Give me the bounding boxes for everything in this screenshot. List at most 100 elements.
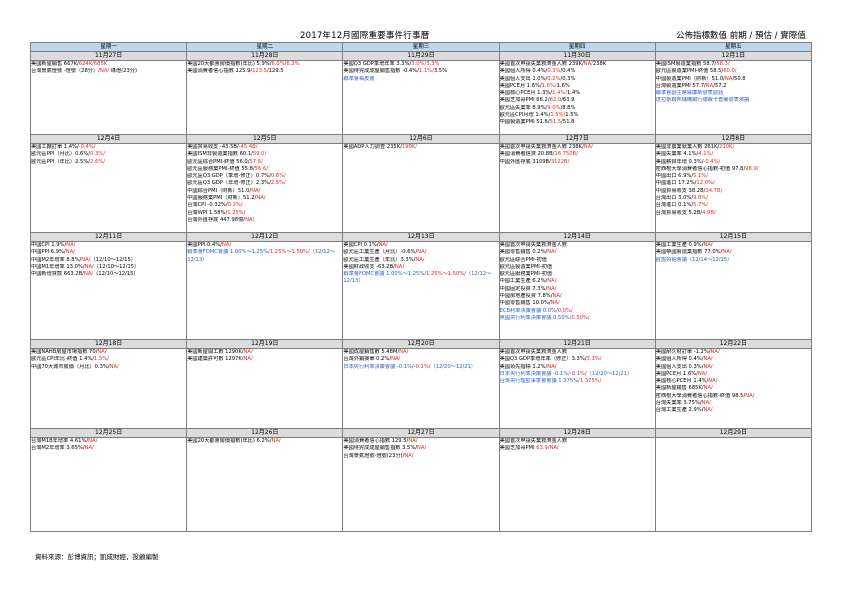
event-line: 台灣外銷接單 0.2%/NA/ xyxy=(344,356,498,363)
event-line: 歐元區綜合PMI-初值 xyxy=(500,257,654,264)
event-text: 聯準會褐皮書 xyxy=(343,75,375,82)
event-line: 美國新屋銷售 685K/NA/ xyxy=(656,385,810,392)
event-line: 美國薪資年增 0.3%/-0.4%/ xyxy=(655,158,810,166)
date-label: 12月15日 xyxy=(654,232,813,242)
event-line: 美國失業率 4.1%/4.1%/ xyxy=(655,151,810,158)
event-line: 歐元區服務業PMI-終值 55.8/56.6/ xyxy=(188,165,342,173)
day-events-cell: 美國首次申請失業救濟金人數 239K/NA/238K 美國個人所得 0.4%/0.… xyxy=(498,60,656,135)
event-value: -0.4%/ xyxy=(703,158,721,165)
event-value: 123.5 xyxy=(252,68,267,75)
event-value: 0.2% xyxy=(547,75,561,82)
event-value: NA/ xyxy=(703,385,713,392)
day-events-cell: 美國Q3 GDP季增年率 3.3%/3.0%/3.3% 美國待完成成屋銷售指數 -… xyxy=(342,60,500,135)
event-value: NA xyxy=(705,82,714,89)
event-text: 台灣CPI -0.32%/ xyxy=(187,202,228,209)
day-events-cell: 美國耐久財訂單 -1.2%/NA/美國個人所得 0.4%/NA/美國個人支出 0… xyxy=(654,348,813,429)
event-text: /0.4% xyxy=(560,68,576,75)
event-text: 美國20大都會房價指數(年比) 5.9%/ xyxy=(187,61,272,68)
event-text: 台灣工業生產 2.9%/ xyxy=(655,407,704,414)
date-row: 12月11日 12月12日 12月13日 12月14日 12月15日 xyxy=(29,232,813,242)
event-text: 1.4% xyxy=(567,90,581,97)
event-line: 中國70大城市房價（月比）0.3%/NA/ xyxy=(32,364,186,371)
event-line: 美國首次申請失業救濟金人數 xyxy=(500,243,654,250)
event-line: 歐元區工業生產（年比）3.3%/NA/ xyxy=(344,257,498,264)
event-line: 台灣貿易收支 5.2B/4.9B/ xyxy=(656,210,810,217)
event-line: 台灣出口 3.0%/9.8%/ xyxy=(655,195,810,202)
event-value: NA/ xyxy=(583,61,593,68)
event-value: 1.25%～1.50%/ xyxy=(426,271,466,278)
event-value: NA/ xyxy=(243,349,253,356)
event-text: /57.2 xyxy=(713,82,727,89)
day-events-cell: 美國新屋開工數 1290K/NA/美國建築許可數 1297K/NA/ xyxy=(186,348,344,429)
event-text: 美國成屋銷售數 5.48M/ xyxy=(343,349,400,356)
day-events-cell: 美國首次申請失業救濟金人數 美國零售銷售 0.2%/NA/歐元區綜合PMI-初值歐… xyxy=(498,241,656,340)
event-line: 中國進口 17.2%/12.0%/ xyxy=(656,180,810,187)
event-line: 達拉斯聯邦儲備銀行總裁卡普蘭發表演講 xyxy=(656,97,810,104)
date-label: 12月5日 xyxy=(186,134,344,144)
event-text: 美國NAHB房屋市場指數 70/ xyxy=(31,349,98,356)
event-value: 34.7B/ xyxy=(705,187,723,194)
event-line: 美國PCE月 1.6%/NA/ xyxy=(656,371,810,378)
event-text: （12/10～12/15） xyxy=(93,263,140,270)
event-text: 中國新增貸款 663.2B/ xyxy=(31,271,84,278)
events-row: 美國新屋銷售 667K/624K/685K 台灣景氣燈號 -燈號（28分）/NA/… xyxy=(29,60,813,135)
event-value: 1.6%/ xyxy=(541,82,557,89)
date-label: 11月27日 xyxy=(29,51,188,61)
event-text: 美國20大都會房價指數(年比) 6.2%/ xyxy=(187,438,272,445)
event-value: 210K/ xyxy=(719,144,735,151)
event-line: 台灣失業率 3.75%/NA/ xyxy=(656,400,810,407)
event-line: 台灣進口 0.1%/5.7%/ xyxy=(655,202,810,209)
event-text: 美國芝加哥PMI 66.2/ xyxy=(499,97,550,104)
events-row: 美國工廠訂單 1.4%/-0.4%/歐元區PPI（月比）0.6%/0.3%/歐元… xyxy=(29,143,813,233)
event-line: 中國製造業PMI 51.6/51.5/51.8 xyxy=(500,119,654,126)
event-text: 美國消費者信心指數 129.5/ xyxy=(343,438,409,445)
date-label: 12月4日 xyxy=(29,134,188,144)
event-value: 1.5%/ xyxy=(550,112,566,119)
event-text: 歐元區CPI年比-終值 1.4%/ xyxy=(31,356,95,363)
event-text: 美國貿易收支 -43.5B/ xyxy=(187,144,239,151)
event-value: NA/ xyxy=(703,356,713,363)
event-text: 台灣出口 3.0%/ xyxy=(655,195,694,202)
event-line: 美國芝加哥PMI 66.2/62.0/63.9 xyxy=(499,97,654,104)
event-value: NA/ xyxy=(97,349,107,356)
event-text: 美國Q3 GDP季增年率（修正）3.3%/ xyxy=(499,356,587,363)
event-text: 歐元區Q3 GDP（年增-修正）2.3%/ xyxy=(187,180,271,187)
day-events-cell: 美國NAHB房屋市場指數 70/NA/歐元區CPI年比-終值 1.4%/1.5%… xyxy=(29,348,188,429)
event-text: 中國CPI 1.9%/ xyxy=(31,242,67,249)
event-text: 美國失業率 4.1%/ xyxy=(655,151,699,158)
event-line: 美國領先指標 1.2%/NA/ xyxy=(500,364,654,371)
event-text: 台灣進口 0.1%/ xyxy=(655,202,694,209)
day-events-cell: 台灣M1B年增率 4.61%/NA/台灣M2年增率 3.65%/NA/ xyxy=(29,437,188,532)
event-line: 中國房地產投資 7.8%/NA/ xyxy=(500,293,654,300)
event-text: （12/20～12/21） xyxy=(586,370,633,377)
event-text: 美國PCE月 1.6%/ xyxy=(499,82,542,89)
event-line: 密西根大學消費者信心指數-初值 97.8/98.9/ xyxy=(656,166,810,173)
event-line: 中國出口 6.9%/5.1%/ xyxy=(656,173,810,180)
event-text: 聯準會FOMC會議 1.00%～1.25%/ xyxy=(343,271,427,278)
date-label: 12月14日 xyxy=(498,232,656,242)
event-text: 台灣製造業PMI 57.7/ xyxy=(655,82,706,89)
event-line: 美國建築許可數 1297K/NA/ xyxy=(188,356,342,363)
event-value: NA/ xyxy=(66,242,76,249)
event-line: 台灣景氣燈號 -燈號（28分）/NA/ 綠燈(23分) xyxy=(32,68,186,75)
event-value: NA/ xyxy=(722,249,732,256)
events-row: 美國NAHB房屋市場指數 70/NA/歐元區CPI年比-終值 1.4%/1.5%… xyxy=(29,348,813,429)
event-value: 56.6/ xyxy=(254,165,268,172)
weekday-header: 星期四 xyxy=(498,42,656,52)
event-text: 美國薪資年增 0.3%/ xyxy=(655,158,704,165)
date-label: 12月11日 xyxy=(29,232,188,242)
event-value: NA/ xyxy=(703,242,713,249)
event-line: 美國個人支出 0.3%/NA/ xyxy=(656,364,810,371)
event-value: 51.5 xyxy=(549,119,562,126)
date-label: 12月22日 xyxy=(654,339,813,349)
event-value: NA/ xyxy=(271,438,281,445)
event-line: 聯準會FOMC會議 1.00%～1.25%/1.25%～1.50%/（12/12… xyxy=(188,249,342,264)
event-value: NA/ xyxy=(552,293,562,300)
event-text: 美國消費者信貸 20.8B/ xyxy=(499,151,555,158)
event-value: -0.1%/ xyxy=(413,363,431,370)
source-note: 資料來源：彭博資訊；凱成財經，投顧編製 xyxy=(35,553,159,561)
event-text: 英國央行利率決策會議 0.50%/ xyxy=(499,314,572,321)
event-text: 美國芝加哥PMI xyxy=(499,445,537,452)
event-value: NA/ xyxy=(404,452,414,459)
day-events-cell: 美國成屋銷售數 5.48M/NA/台灣外銷接單 0.2%/NA/日本央行利率決策… xyxy=(342,348,500,429)
